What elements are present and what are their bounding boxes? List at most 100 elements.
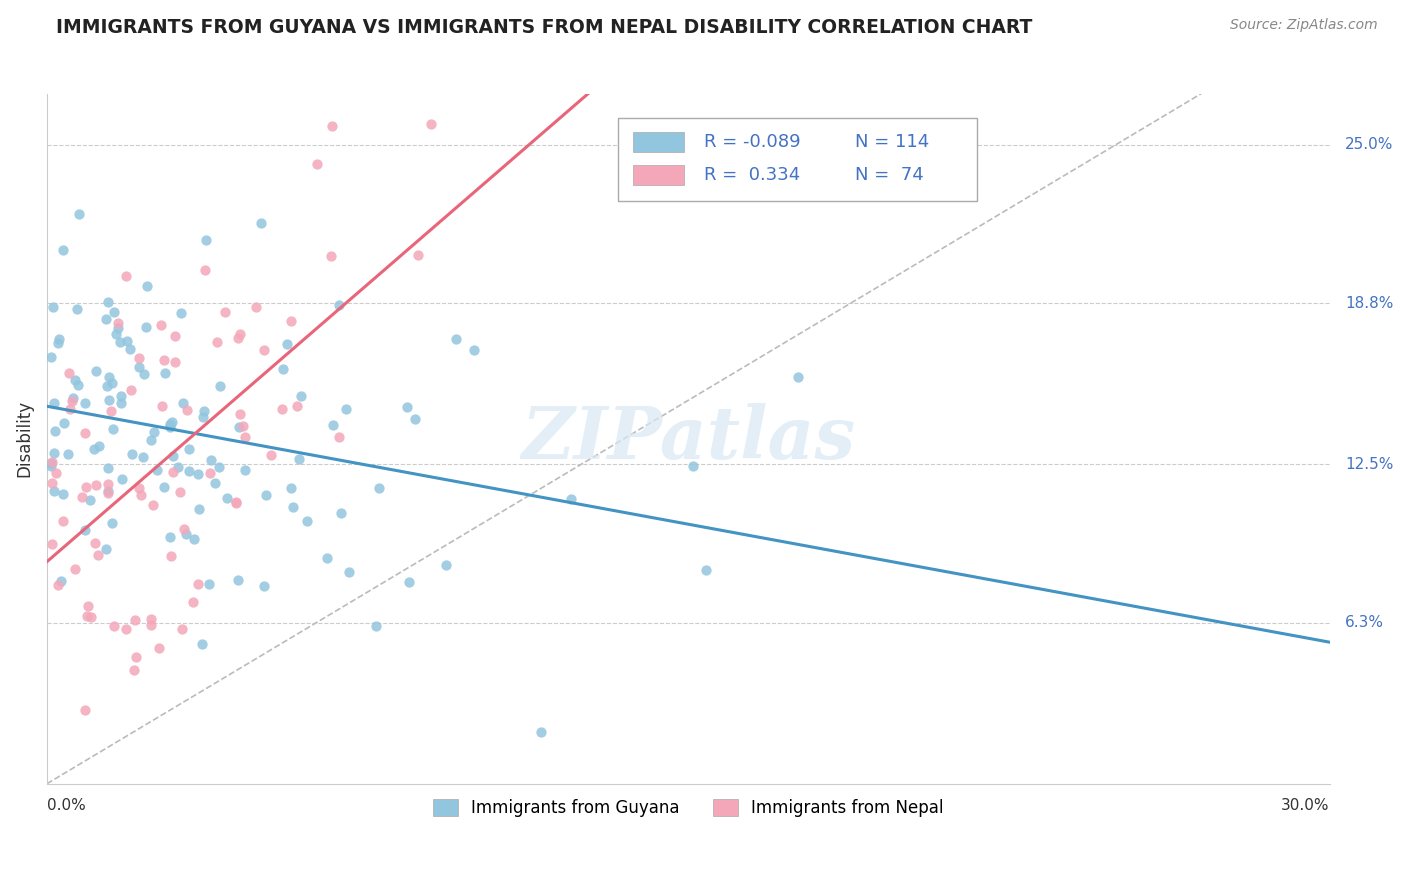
Point	[228, 419, 250, 434]
Point	[179, 442, 201, 456]
Point	[100, 404, 122, 418]
Point	[125, 650, 148, 665]
Point	[328, 429, 350, 443]
Point	[39, 459, 62, 474]
Point	[368, 481, 391, 495]
Y-axis label: Disability: Disability	[15, 401, 32, 477]
Point	[65, 301, 87, 316]
Point	[115, 334, 138, 349]
Point	[83, 442, 105, 456]
Point	[42, 300, 65, 314]
Point	[86, 364, 108, 378]
Point	[162, 450, 184, 464]
Point	[173, 522, 195, 536]
Point	[194, 263, 217, 277]
Point	[56, 447, 79, 461]
Point	[134, 368, 156, 382]
Point	[322, 417, 344, 432]
Point	[73, 396, 96, 410]
Point	[122, 664, 145, 678]
Point	[52, 416, 75, 430]
Point	[337, 565, 360, 579]
Point	[153, 353, 176, 368]
Point	[46, 335, 69, 350]
Point	[44, 425, 66, 439]
Point	[166, 459, 188, 474]
Text: 25.0%: 25.0%	[1346, 137, 1393, 153]
Point	[142, 425, 165, 440]
Point	[315, 551, 337, 566]
Point	[128, 351, 150, 365]
Point	[225, 496, 247, 510]
Point	[121, 447, 143, 461]
Point	[233, 430, 256, 444]
Point	[80, 609, 103, 624]
Point	[290, 389, 312, 403]
Point	[170, 622, 193, 636]
Point	[79, 493, 101, 508]
Point	[97, 460, 120, 475]
Point	[48, 332, 70, 346]
Point	[159, 530, 181, 544]
Point	[177, 464, 200, 478]
Point	[160, 549, 183, 563]
Point	[52, 243, 75, 257]
Point	[364, 619, 387, 633]
Point	[135, 279, 157, 293]
Legend: Immigrants from Guyana, Immigrants from Nepal: Immigrants from Guyana, Immigrants from …	[426, 792, 950, 823]
Point	[463, 343, 485, 357]
Point	[276, 337, 298, 351]
Point	[208, 379, 231, 393]
Point	[198, 467, 221, 481]
Point	[193, 404, 215, 418]
Point	[395, 401, 418, 415]
Point	[260, 448, 283, 462]
Point	[191, 409, 214, 424]
Point	[76, 599, 98, 614]
Point	[63, 373, 86, 387]
Text: 6.3%: 6.3%	[1346, 615, 1384, 631]
Point	[187, 577, 209, 591]
Point	[103, 619, 125, 633]
Point	[232, 418, 254, 433]
Point	[288, 452, 311, 467]
Point	[191, 637, 214, 651]
Point	[183, 533, 205, 547]
Point	[103, 304, 125, 318]
Point	[335, 402, 357, 417]
Point	[404, 411, 426, 425]
Point	[163, 355, 186, 369]
Point	[225, 495, 247, 509]
Point	[207, 459, 229, 474]
Point	[159, 417, 181, 431]
Point	[110, 389, 132, 403]
Point	[188, 502, 211, 516]
Point	[253, 579, 276, 593]
Point	[132, 450, 155, 465]
Point	[124, 613, 146, 627]
Point	[70, 490, 93, 504]
Point	[153, 366, 176, 380]
Point	[419, 117, 441, 131]
Point	[283, 500, 305, 514]
Point	[41, 537, 63, 551]
Point	[97, 485, 120, 500]
Point	[128, 360, 150, 375]
Text: 12.5%: 12.5%	[1346, 457, 1393, 472]
Point	[97, 294, 120, 309]
Point	[406, 248, 429, 262]
Point	[110, 395, 132, 409]
Point	[560, 492, 582, 507]
Point	[87, 440, 110, 454]
Point	[434, 558, 457, 573]
Point	[60, 394, 83, 409]
Point	[63, 562, 86, 576]
Point	[280, 314, 302, 328]
Point	[169, 306, 191, 320]
Text: Source: ZipAtlas.com: Source: ZipAtlas.com	[1230, 18, 1378, 32]
Point	[75, 479, 97, 493]
Point	[83, 536, 105, 550]
Point	[149, 318, 172, 332]
Point	[229, 407, 252, 421]
Point	[87, 548, 110, 562]
